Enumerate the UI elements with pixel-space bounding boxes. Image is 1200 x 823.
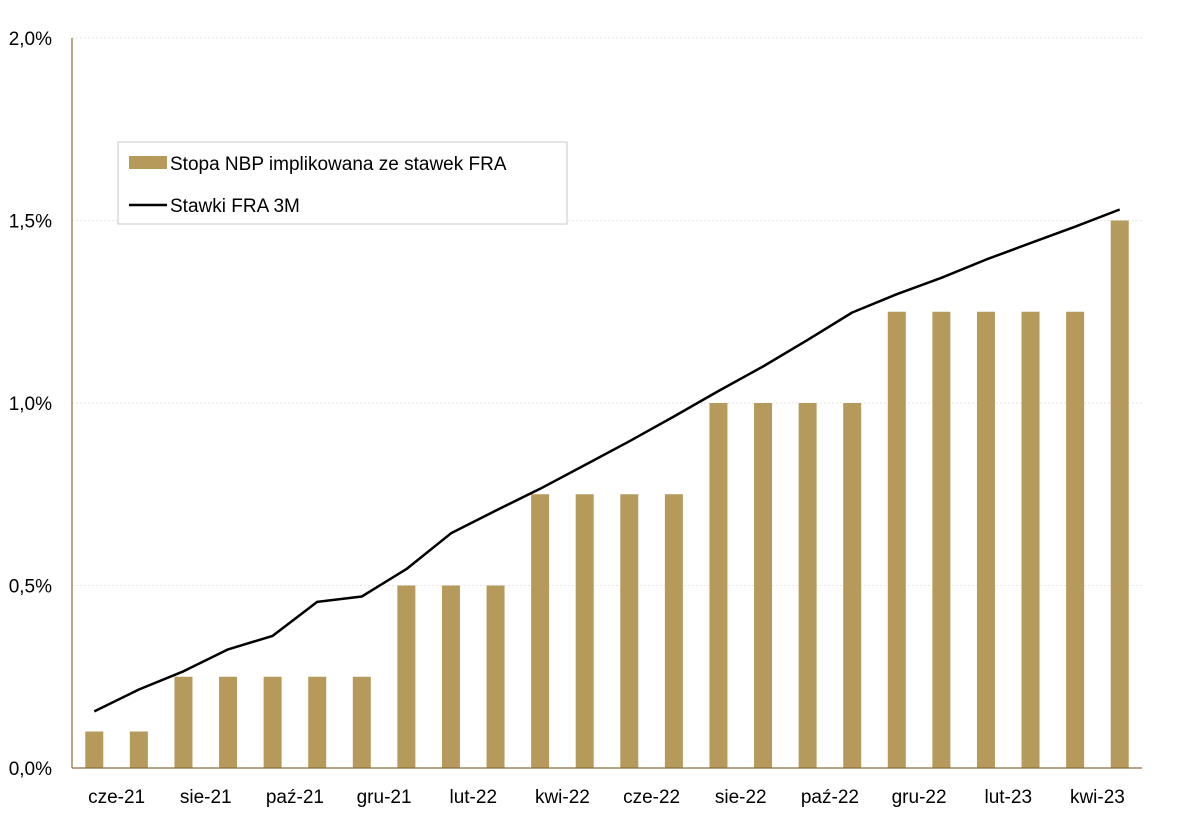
x-tick-label: cze-22 [623, 787, 680, 808]
x-tick-label: cze-21 [88, 787, 145, 808]
bar [85, 731, 104, 768]
bar [976, 311, 995, 768]
legend-label-line: Stawki FRA 3M [170, 196, 300, 217]
x-tick-label: kwi-22 [535, 787, 590, 808]
bar [1110, 220, 1129, 768]
line-series [93, 208, 1121, 713]
bar [798, 403, 817, 768]
bar [531, 494, 550, 768]
y-axis-tick-labels: 0,0% 0,5% 1,0% 1,5% 2,0% [9, 29, 52, 780]
x-tick-label: paź-22 [801, 787, 859, 808]
bar [575, 494, 594, 768]
bar [397, 585, 416, 768]
bar [887, 311, 906, 768]
legend-box [117, 141, 568, 225]
bar [129, 731, 148, 768]
bar-series [85, 220, 1129, 768]
bar [352, 676, 371, 768]
x-tick-label: gru-21 [357, 787, 412, 808]
x-tick-label: sie-21 [180, 787, 232, 808]
bar [308, 676, 327, 768]
x-axis-tick-labels: cze-21 sie-21 paź-21 gru-21 lut-22 kwi-22 cze-… [88, 787, 1125, 808]
bar [441, 585, 460, 768]
bar [932, 311, 951, 768]
bar [709, 403, 728, 768]
bar [1021, 311, 1040, 768]
y-tick-label: 1,5% [9, 212, 52, 233]
y-tick-label: 1,0% [9, 394, 52, 415]
bar [1066, 311, 1085, 768]
x-tick-label: lut-22 [449, 787, 497, 808]
bar [843, 403, 862, 768]
x-tick-label: kwi-23 [1070, 787, 1125, 808]
bar [174, 676, 193, 768]
legend: Stopa NBP implikowana ze stawek FRA Staw… [117, 141, 568, 225]
bar [486, 585, 505, 768]
fra-3m-line [93, 208, 1121, 713]
x-tick-label: gru-22 [892, 787, 947, 808]
legend-swatch-bar [129, 156, 167, 169]
y-tick-label: 0,5% [9, 577, 52, 598]
bar [664, 494, 683, 768]
bar [263, 676, 282, 768]
x-tick-label: lut-23 [984, 787, 1032, 808]
bar [620, 494, 639, 768]
axes [71, 38, 1142, 769]
x-tick-label: sie-22 [715, 787, 767, 808]
y-tick-label: 0,0% [9, 759, 52, 780]
legend-label-bar: Stopa NBP implikowana ze stawek FRA [170, 154, 507, 175]
bar [754, 403, 773, 768]
bar [219, 676, 238, 768]
x-tick-label: paź-21 [266, 787, 324, 808]
y-tick-label: 2,0% [9, 29, 52, 50]
